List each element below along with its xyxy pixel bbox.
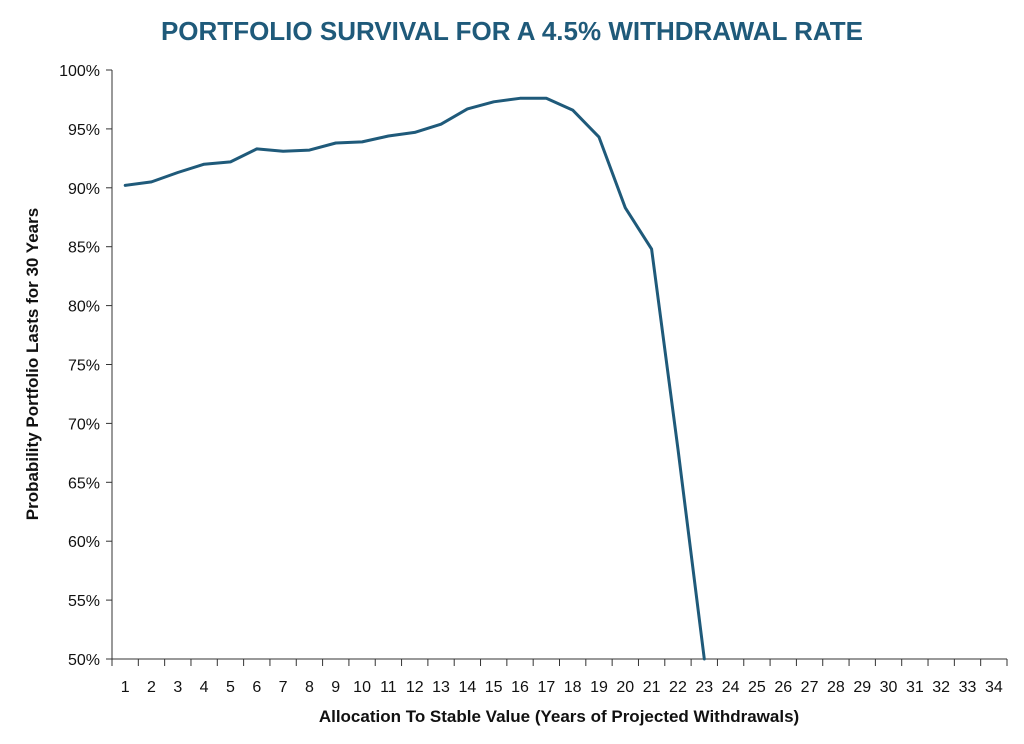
x-tick-label: 29 [853,679,871,696]
series-point [676,447,680,451]
x-tick-label: 27 [801,679,819,696]
series-point [176,171,180,175]
x-tick-label: 25 [748,679,766,696]
y-axis-title: Probability Portfolio Lasts for 30 Years [23,208,42,520]
x-axis-title: Allocation To Stable Value (Years of Pro… [319,707,799,726]
chart-title: PORTFOLIO SURVIVAL FOR A 4.5% WITHDRAWAL… [161,16,863,46]
y-tick-label: 70% [68,416,100,433]
series-point [597,135,601,139]
y-tick-label: 55% [68,593,100,610]
x-tick-label: 11 [380,679,397,696]
x-tick-label: 8 [305,679,314,696]
y-tick-label: 95% [68,122,100,139]
x-tick-label: 21 [643,679,661,696]
x-tick-label: 31 [906,679,924,696]
series-point [255,147,259,151]
x-tick-label: 28 [827,679,845,696]
series-point [518,96,522,100]
x-tick-label: 7 [279,679,288,696]
x-tick-label: 20 [616,679,634,696]
x-tick-label: 1 [121,679,130,696]
x-tick-label: 16 [511,679,529,696]
series-point [150,180,154,184]
y-tick-label: 50% [68,652,100,669]
x-tick-label: 30 [880,679,898,696]
x-tick-label: 4 [200,679,209,696]
series-point [571,108,575,112]
series-point [202,162,206,166]
x-tick-label: 3 [173,679,182,696]
series-point [413,130,417,134]
series-point [334,141,338,145]
series-point [386,134,390,138]
series-point [702,657,706,661]
series-point [650,247,654,251]
x-tick-label: 18 [564,679,582,696]
y-tick-label: 60% [68,534,100,551]
x-tick-label: 19 [590,679,608,696]
y-axis: 50% 55% 60% 65% 70% 75% 80% 85% 90% 95% 100% [59,63,113,669]
x-axis: 1 2 3 4 5 6 7 8 9 10 11 12 13 14 15 16 17 18 19 20 21 22 23 24 2… [111,658,1008,696]
x-tick-label: 33 [959,679,977,696]
y-tick-label: 65% [68,475,100,492]
x-tick-label: 32 [932,679,950,696]
x-tick-label: 13 [432,679,450,696]
y-tick-label: 75% [68,358,100,375]
x-tick-label: 5 [226,679,235,696]
x-tick-label: 15 [485,679,503,696]
x-tick-label: 26 [774,679,792,696]
series-point [439,122,443,126]
y-tick-label: 100% [59,63,100,80]
x-tick-label: 2 [147,679,156,696]
x-tick-label: 23 [695,679,713,696]
series-point [307,148,311,152]
series-point [229,160,233,164]
series-point [544,96,548,100]
x-tick-label: 17 [537,679,555,696]
series-point [623,206,627,210]
x-tick-label: 22 [669,679,687,696]
series-point [281,149,285,153]
series-point [123,183,127,187]
y-tick-label: 80% [68,299,100,316]
x-tick-label: 9 [331,679,340,696]
x-tick-label: 24 [722,679,740,696]
x-tick-label: 14 [458,679,476,696]
series-layer [123,96,706,661]
series-point [492,100,496,104]
y-tick-label: 90% [68,181,100,198]
series-line-0 [123,96,706,661]
x-tick-label: 12 [406,679,424,696]
y-tick-label: 85% [68,240,100,257]
x-tick-label: 10 [353,679,371,696]
series-point [465,107,469,111]
series-point [360,140,364,144]
x-tick-label: 6 [252,679,261,696]
x-tick-label: 34 [985,679,1003,696]
